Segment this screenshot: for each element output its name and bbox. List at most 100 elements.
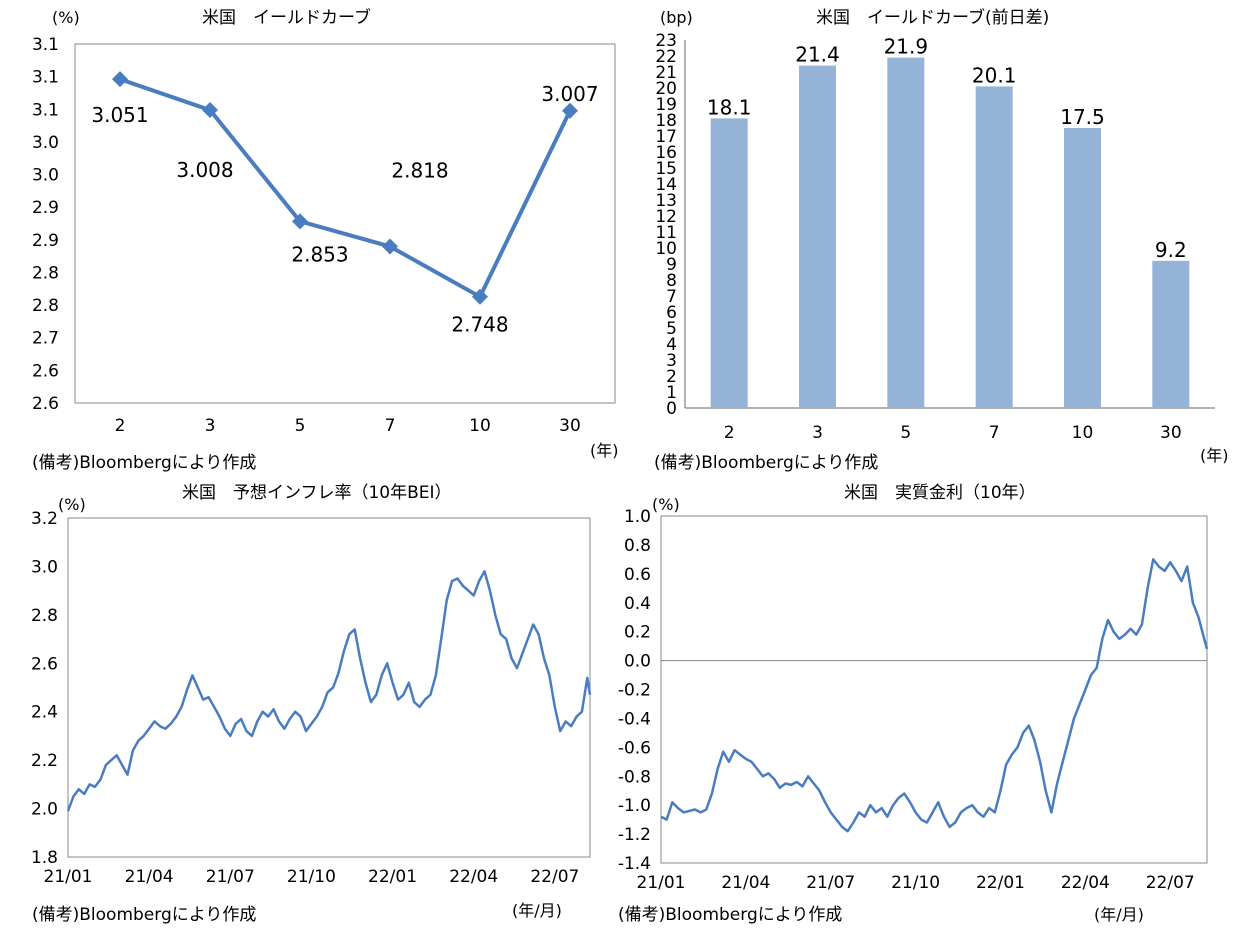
bar	[1064, 128, 1101, 408]
y-tick-label: -0.2	[618, 681, 651, 701]
y-tick-label: -1.4	[618, 854, 651, 874]
y-unit-label: (%)	[652, 495, 680, 514]
y-tick-label: 5	[666, 319, 677, 339]
y-tick-label: 12	[655, 207, 677, 227]
y-tick-label: 3	[666, 351, 677, 371]
y-tick-label: 3.1	[32, 100, 59, 120]
bar	[1152, 260, 1190, 408]
x-tick-label: 22/04	[1061, 873, 1110, 893]
data-point	[472, 288, 488, 305]
yield-change-chart: 0123456789101112131415161718192021222318…	[655, 31, 1215, 443]
data-label: 18.1	[707, 95, 752, 119]
y-tick-label: -1.0	[618, 796, 651, 816]
y-tick-label: 3.0	[32, 133, 59, 153]
y-tick-label: 19	[655, 95, 677, 115]
yield-change-panel: 0 1 2 3 4 5 6 7 8 9 10 11 12 13 14 15 16 17 18 19 20 21 22 23 18…	[630, 0, 1242, 475]
y-tick-label: 8	[666, 271, 677, 291]
source-note: (備考)Bloombergにより作成	[32, 905, 257, 925]
y-tick-label: -1.2	[618, 825, 651, 845]
bar	[975, 86, 1013, 409]
y-tick-label: 2.7	[32, 329, 59, 349]
y-tick-label: 16	[655, 143, 677, 163]
y-tick-label: 13	[655, 191, 677, 211]
y-tick-label: -0.4	[618, 709, 651, 729]
y-tick-label: 1.8	[31, 848, 58, 868]
x-unit-label: (年)	[590, 441, 619, 460]
y-tick-label: 22	[655, 47, 677, 67]
data-label: 3.008	[176, 158, 233, 182]
y-tick-label: 3.2	[31, 509, 58, 529]
bei-chart: 1.8 2.0 2.2 2.4 2.6 2.8 3.0 3.2 21/01 21/04 21/07 2…	[31, 509, 592, 887]
plot-area	[660, 515, 1208, 864]
y-tick-label: 2.6	[32, 394, 59, 414]
y-tick-label: 10	[655, 239, 677, 259]
x-tick-label: 22/01	[976, 873, 1025, 893]
data-point	[112, 71, 128, 88]
y-tick-label: 2.9	[32, 231, 59, 251]
x-tick-label: 10	[469, 416, 491, 436]
plot-area	[67, 517, 591, 858]
y-tick-label: 2.6	[32, 361, 59, 381]
y-unit-label: (bp)	[660, 8, 693, 27]
y-tick-label: 9	[666, 255, 677, 275]
x-tick-label: 21/04	[125, 867, 174, 887]
data-point	[202, 102, 218, 119]
x-unit-label: (年)	[1200, 446, 1229, 465]
y-tick-label: 6	[666, 303, 677, 323]
y-tick-label: 11	[655, 223, 677, 243]
x-tick-label: 10	[1072, 423, 1094, 443]
x-tick-label: 30	[1160, 423, 1182, 443]
x-tick-label: 21/07	[206, 867, 255, 887]
y-tick-label: 0.2	[624, 623, 651, 643]
y-tick-label: 7	[666, 287, 677, 307]
source-note: (備考)Bloombergにより作成	[32, 453, 257, 473]
bei-panel: 1.8 2.0 2.2 2.4 2.6 2.8 3.0 3.2 21/01 21/04 21/07 2…	[0, 475, 610, 929]
y-tick-label: 2.9	[32, 198, 59, 218]
x-tick-label: 22/07	[530, 867, 579, 887]
x-tick-label: 21/10	[287, 867, 336, 887]
x-tick-label: 5	[900, 423, 911, 443]
x-tick-label: 21/01	[44, 867, 93, 887]
data-label: 20.1	[972, 63, 1017, 87]
x-tick-label: 21/01	[637, 873, 686, 893]
data-label: 3.007	[541, 82, 598, 106]
x-tick-label: 30	[559, 416, 581, 436]
y-tick-label: 3.1	[32, 68, 59, 88]
x-tick-label: 3	[205, 416, 216, 436]
x-tick-label: 7	[385, 416, 396, 436]
x-tick-label: 21/04	[721, 873, 770, 893]
series-line	[66, 570, 592, 812]
y-tick-label: 0.0	[624, 652, 651, 672]
bar	[710, 118, 748, 409]
chart-title: 米国 予想インフレ率（10年BEI）	[182, 483, 452, 503]
y-tick-label: 0.6	[624, 565, 651, 585]
y-tick-label: 20	[655, 79, 677, 99]
bar	[799, 65, 836, 408]
x-tick-label: 7	[989, 423, 1000, 443]
y-tick-label: 2.6	[31, 654, 58, 674]
data-label: 17.5	[1060, 105, 1105, 129]
x-tick-label: 21/07	[806, 873, 855, 893]
data-label: 21.9	[884, 35, 929, 59]
y-tick-label: 0	[666, 399, 677, 419]
y-tick-label: 4	[666, 335, 677, 355]
x-tick-label: 22/01	[368, 867, 417, 887]
source-note: (備考)Bloombergにより作成	[654, 453, 879, 473]
y-tick-label: -0.6	[618, 738, 651, 758]
x-tick-label: 2	[115, 416, 126, 436]
data-point	[292, 213, 308, 230]
source-note: (備考)Bloombergにより作成	[618, 905, 843, 925]
real-rate-panel: -1.4 -1.2 -1.0 -0.8 -0.6 -0.4 -0.2 0.0 0.2 0.4 0.6…	[610, 475, 1242, 929]
plot-area	[74, 43, 616, 404]
x-tick-label: 2	[724, 423, 735, 443]
y-tick-label: 3.0	[32, 166, 59, 186]
yield-curve-panel: 2.6 2.6 2.7 2.8 2.8 2.9 2.9 3.0 3.0 3.1 3.1 3.1 2 3 5 7…	[0, 0, 630, 475]
chart-title: 米国 イールドカーブ(前日差)	[816, 8, 1050, 28]
x-tick-label: 21/10	[891, 873, 940, 893]
y-tick-label: 0.4	[624, 594, 651, 614]
y-tick-label: 23	[655, 31, 677, 51]
y-tick-label: 21	[655, 63, 677, 83]
y-tick-label: 2.8	[32, 263, 59, 283]
bar	[887, 57, 925, 408]
y-tick-label: -0.8	[618, 767, 651, 787]
